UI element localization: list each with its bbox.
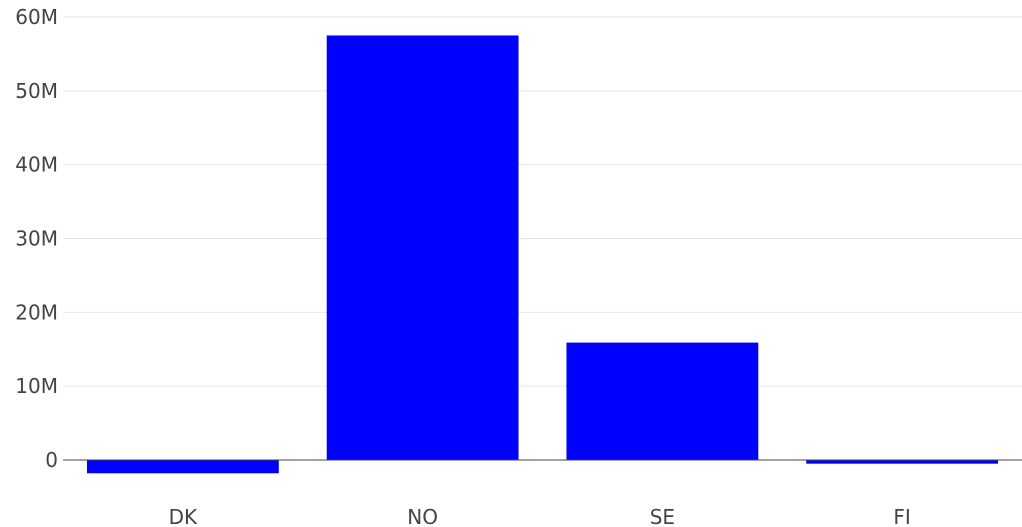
bar-fi[interactable] (806, 460, 999, 464)
bars (86, 35, 999, 474)
y-axis-tick-labels: 0 10M 20M 30M 40M 50M 60M (15, 5, 58, 472)
y-tick-label: 30M (15, 227, 58, 251)
y-tick-label: 10M (15, 374, 58, 398)
x-axis-tick-labels: DK NO SE FI (169, 505, 911, 527)
gridlines (63, 16, 1022, 387)
x-tick-label: SE (650, 505, 675, 527)
x-tick-label: NO (407, 505, 438, 527)
bar-se[interactable] (566, 342, 759, 460)
bar-dk[interactable] (86, 460, 279, 474)
y-tick-label: 40M (15, 153, 58, 177)
y-tick-label: 20M (15, 300, 58, 324)
y-tick-label: 50M (15, 79, 58, 103)
bar-no[interactable] (326, 35, 519, 460)
x-tick-label: DK (169, 505, 198, 527)
y-tick-label: 60M (15, 5, 58, 29)
y-tick-label: 0 (45, 448, 58, 472)
x-tick-label: FI (893, 505, 910, 527)
